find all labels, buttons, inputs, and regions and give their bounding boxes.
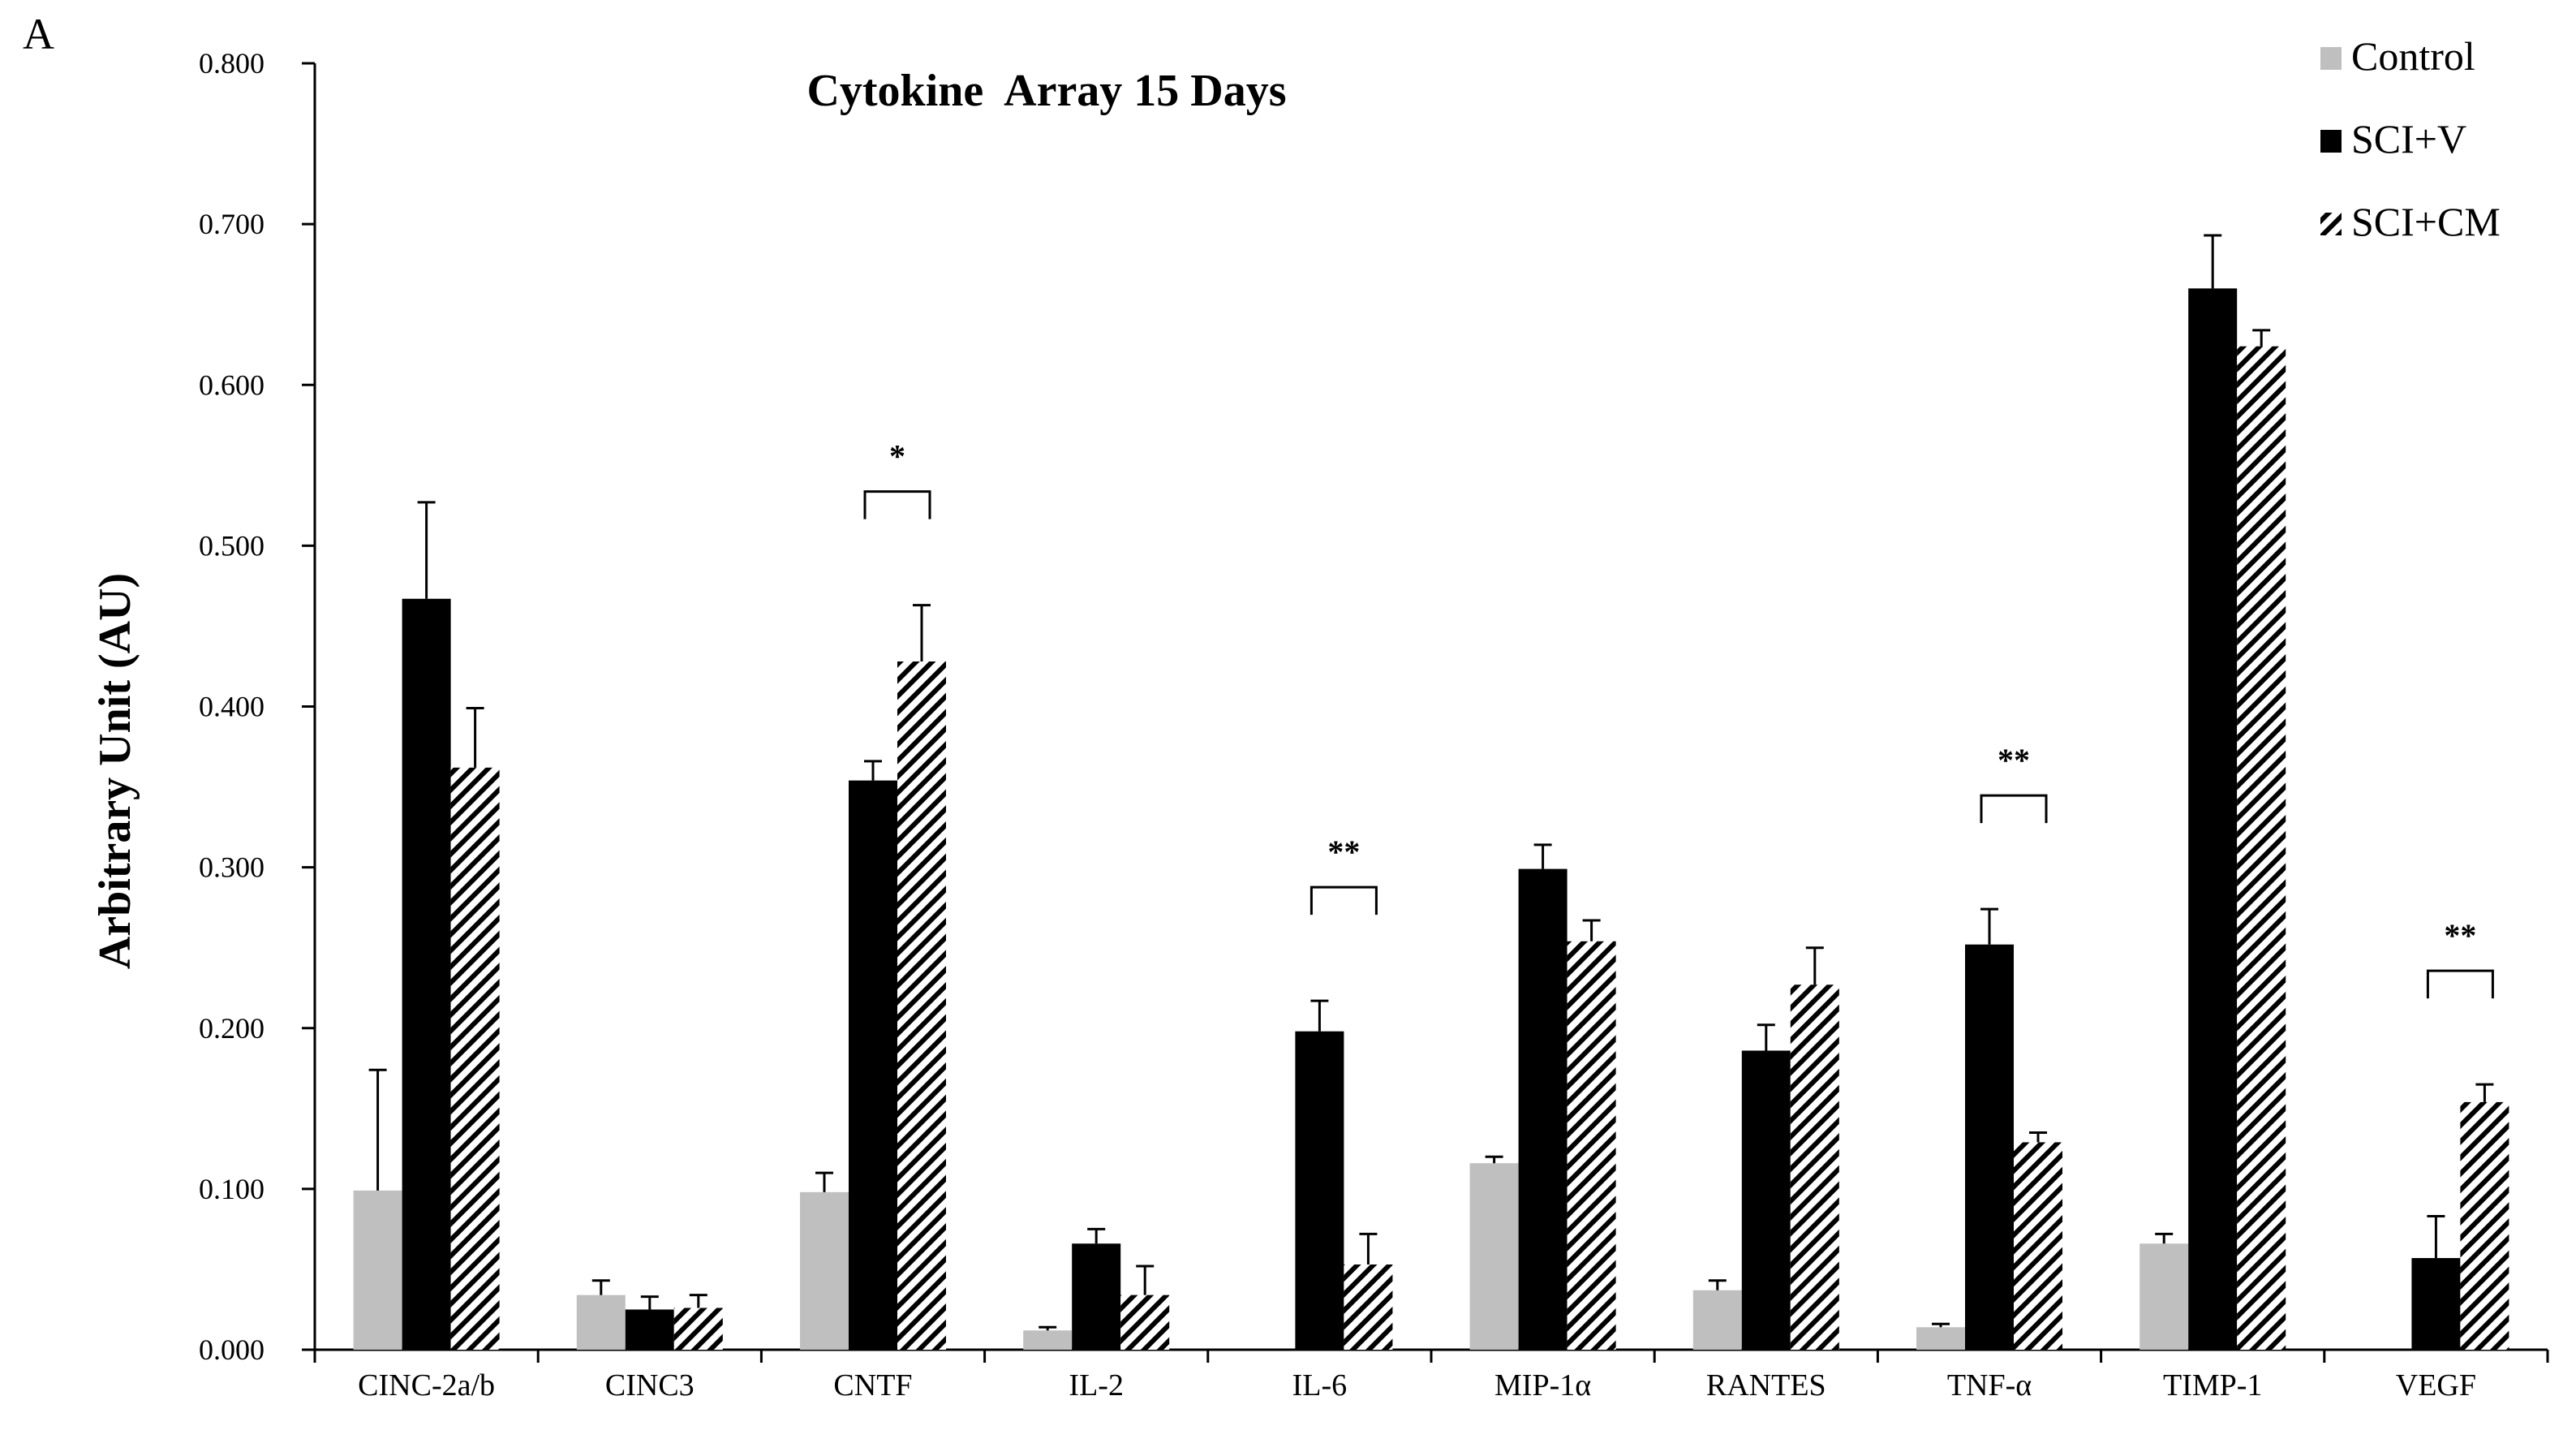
bar-control <box>1692 1290 1742 1350</box>
bar-sci-cm <box>1120 1295 1170 1350</box>
y-tick-label: 0.400 <box>199 691 264 723</box>
bar-sci-cm <box>1344 1264 1393 1350</box>
legend-label: SCI+V <box>2351 116 2466 162</box>
bar-sci-cm <box>1567 941 1616 1350</box>
x-tick-label: TIMP-1 <box>2163 1368 2262 1402</box>
bar-sci-v <box>1295 1031 1344 1350</box>
x-tick-label: IL-6 <box>1292 1368 1348 1402</box>
bar-sci-cm <box>897 661 946 1350</box>
bar-sci-v <box>2411 1258 2461 1350</box>
legend-swatch <box>2320 130 2342 153</box>
error-bars <box>368 234 2494 1331</box>
y-tick-label: 0.700 <box>199 208 264 240</box>
bar-sci-v <box>402 598 451 1350</box>
bar-sci-v <box>625 1309 674 1350</box>
bar-sci-cm <box>450 767 500 1350</box>
panel-label: A <box>23 10 54 58</box>
x-tick-label: TNF-α <box>1947 1368 2032 1402</box>
bar-sci-cm <box>2237 346 2286 1351</box>
y-tick-label: 0.000 <box>199 1333 264 1366</box>
significance-bracket <box>1310 885 1378 916</box>
bar-sci-v <box>1072 1243 1121 1350</box>
y-axis-label: Arbitrary Unit (AU) <box>90 573 140 969</box>
significance-bracket <box>863 490 931 519</box>
bar-control <box>2139 1243 2189 1350</box>
bar-control <box>1023 1330 1073 1350</box>
legend-swatch <box>2320 47 2342 70</box>
significance-label: ** <box>1998 742 2030 778</box>
y-tick-label: 0.200 <box>199 1012 264 1045</box>
x-tick-label: IL-2 <box>1069 1368 1124 1402</box>
x-tick-label: CNTF <box>833 1368 912 1402</box>
y-tick-label: 0.800 <box>199 47 264 80</box>
bar-sci-v <box>2188 288 2238 1350</box>
x-tick-label: MIP-1α <box>1494 1368 1591 1402</box>
significance-label: ** <box>1327 834 1360 870</box>
significance-bracket <box>2426 969 2494 999</box>
legend-swatch <box>2320 213 2342 235</box>
y-tick-label: 0.600 <box>199 368 264 401</box>
x-tick-label: RANTES <box>1706 1368 1826 1402</box>
bar-sci-v <box>1518 868 1568 1350</box>
bars <box>353 288 2509 1351</box>
x-tick-label: VEGF <box>2396 1368 2476 1402</box>
significance-bracket <box>1980 794 2048 824</box>
bar-control <box>1469 1163 1519 1350</box>
bar-sci-cm <box>673 1308 723 1350</box>
x-tick-label: CINC-2a/b <box>358 1368 495 1402</box>
bar-sci-v <box>1965 944 2014 1350</box>
legend: Control SCI+V SCI+CM <box>2320 33 2501 244</box>
x-tick-label: CINC3 <box>605 1368 695 1402</box>
y-tick-label: 0.300 <box>199 851 264 884</box>
significance-label: ** <box>2444 917 2476 954</box>
chart-title: Cytokine Array 15 Days <box>806 66 1286 116</box>
bar-sci-v <box>1741 1050 1791 1350</box>
significance-markers: ******* <box>863 438 2494 999</box>
legend-label: SCI+CM <box>2351 199 2501 244</box>
bar-control <box>1916 1327 1965 1350</box>
bar-sci-cm <box>2460 1101 2509 1350</box>
axes: 0.000 0.100 0.200 0.300 0.400 0.500 0.600 0.700… <box>199 47 2549 1402</box>
bar-sci-cm <box>1790 984 1839 1350</box>
bar-control <box>353 1190 402 1350</box>
y-tick-label: 0.500 <box>199 529 264 562</box>
legend-label: Control <box>2351 33 2475 79</box>
bar-control <box>576 1295 626 1350</box>
bar-sci-v <box>849 780 897 1350</box>
significance-label: * <box>889 438 905 475</box>
bar-sci-cm <box>2014 1142 2062 1350</box>
bar-control <box>800 1191 849 1350</box>
y-tick-label: 0.100 <box>199 1173 264 1205</box>
